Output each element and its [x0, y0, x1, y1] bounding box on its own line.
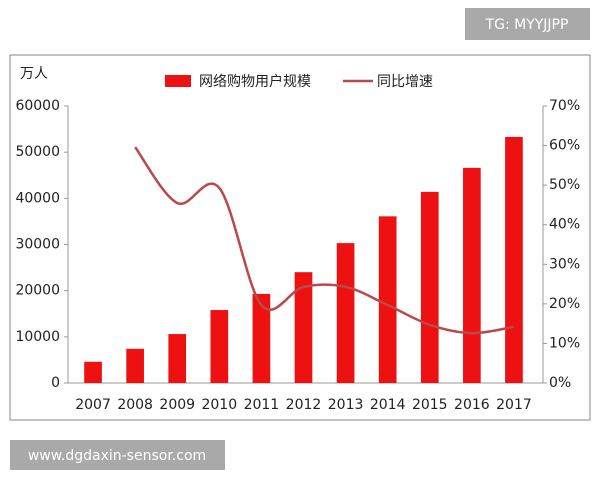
x-tick-label: 2017	[496, 397, 532, 413]
y-tick-label: 20000	[15, 283, 60, 299]
watermark: www.dgdaxin-sensor.com	[28, 448, 206, 464]
legend-label: 同比增速	[377, 74, 433, 90]
y-tick-label: 0	[51, 375, 60, 391]
bar	[126, 348, 144, 383]
bar	[378, 216, 397, 383]
bar	[505, 136, 523, 383]
y-tick-label: 50000	[15, 144, 60, 160]
bar	[168, 334, 187, 383]
watermark: TG: MYYJJPP	[485, 17, 569, 33]
legend-label: 网络购物用户规模	[199, 73, 311, 90]
bar	[84, 361, 102, 383]
bar	[420, 191, 439, 383]
y2-tick-label: 10%	[549, 335, 580, 351]
line	[134, 146, 515, 335]
x-tick-label: 2008	[117, 397, 153, 413]
y2-tick-label: 0%	[549, 375, 571, 391]
x-tick-label: 2011	[244, 397, 280, 413]
y2-tick-label: 40%	[549, 217, 580, 233]
bar	[336, 243, 355, 383]
x-tick-label: 2014	[370, 397, 406, 413]
bar	[463, 167, 481, 383]
legend-swatch	[165, 75, 191, 87]
x-tick-label: 2013	[328, 397, 364, 413]
bar	[294, 272, 313, 383]
y-tick-label: 40000	[15, 190, 60, 206]
y-tick-label: 60000	[15, 98, 60, 114]
x-tick-label: 2016	[454, 397, 490, 413]
bar	[210, 310, 229, 383]
bar	[252, 293, 271, 383]
watermark-box	[465, 8, 590, 40]
y2-tick-label: 50%	[549, 177, 580, 193]
x-tick-label: 2007	[75, 397, 111, 413]
y-tick-label: 30000	[15, 237, 60, 253]
y2-tick-label: 60%	[549, 138, 580, 154]
watermark-box	[10, 440, 225, 470]
y-tick-label: 10000	[15, 329, 60, 345]
x-tick-label: 2015	[412, 397, 448, 413]
y2-tick-label: 20%	[549, 296, 580, 312]
x-tick-label: 2010	[201, 397, 237, 413]
y2-tick-label: 70%	[549, 98, 580, 114]
x-tick-label: 2009	[159, 397, 195, 413]
y-axis-unit: 万人	[20, 66, 48, 82]
y2-tick-label: 30%	[549, 256, 580, 272]
x-tick-label: 2012	[286, 397, 322, 413]
